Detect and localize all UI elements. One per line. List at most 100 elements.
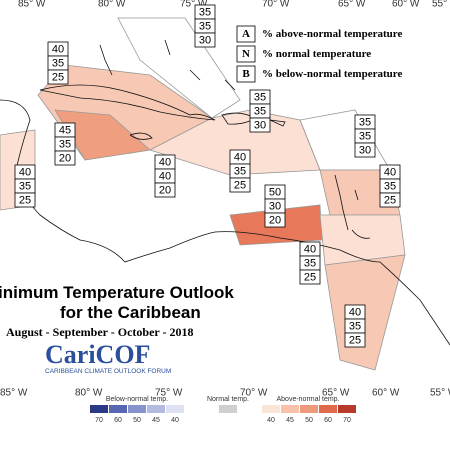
colorbar-label: 60 — [324, 417, 332, 424]
region-box-cell — [47, 69, 69, 85]
puerto-rico — [269, 119, 286, 127]
region-value: 25 — [234, 179, 246, 191]
longitude-labels-top: 85° W 80° W 75° W 70° W 65° W 60° W 55° W — [18, 0, 450, 10]
colorbar-cell — [300, 405, 318, 413]
colorbar-cell — [219, 405, 237, 413]
region-value: 20 — [59, 152, 71, 164]
region-value: 30 — [254, 119, 266, 131]
region-box-cell — [344, 332, 366, 348]
region-value: 40 — [234, 151, 246, 163]
season: August - September - October - 2018 — [6, 325, 194, 339]
logo: CariCOF — [45, 340, 150, 369]
legend-key: N — [242, 48, 250, 60]
region-value: 50 — [269, 186, 281, 198]
colorbar-cell — [147, 405, 165, 413]
colorbar-cell — [281, 405, 299, 413]
region-value: 35 — [199, 6, 211, 18]
region-value: 40 — [19, 166, 31, 178]
legend-text: % above-normal temperature — [262, 28, 402, 40]
region-box-cell — [264, 212, 286, 228]
region-value: 35 — [19, 180, 31, 192]
region-value: 40 — [159, 156, 171, 168]
longitude-label: 85° W — [18, 0, 46, 10]
jamaica — [129, 132, 153, 140]
colorbar-cell — [109, 405, 127, 413]
region-box-cell — [379, 192, 401, 208]
legend-text: % below-normal temperature — [262, 68, 402, 80]
longitude-label: 65° W — [322, 388, 350, 399]
legend-text: % normal temperature — [262, 48, 371, 60]
region-value: 30 — [359, 144, 371, 156]
region-value: 35 — [359, 130, 371, 142]
colorbar-label: 40 — [171, 417, 179, 424]
colorbar-cell — [166, 405, 184, 413]
region-value: 35 — [234, 165, 246, 177]
colorbar-cell — [128, 405, 146, 413]
region-value: 35 — [359, 116, 371, 128]
longitude-label: 60° W — [372, 388, 400, 399]
region-value: 40 — [159, 170, 171, 182]
longitude-label: 70° W — [262, 0, 290, 10]
region-box-cell — [249, 117, 271, 133]
colorbar-label: 70 — [343, 417, 351, 424]
longitude-label: 70° W — [240, 388, 268, 399]
region-value: 30 — [269, 200, 281, 212]
region-value: 30 — [199, 34, 211, 46]
legend-key-box — [236, 45, 256, 63]
region-value: 25 — [52, 71, 64, 83]
colorbar-label: 60 — [114, 417, 122, 424]
lesser-antilles — [334, 174, 371, 239]
legend: A % above-normal temperature N % normal tem… — [236, 25, 402, 83]
region-value: 35 — [254, 91, 266, 103]
longitude-label: 55° W — [432, 0, 450, 10]
longitude-label: 60° W — [392, 0, 420, 10]
subtitle: for the Caribbean — [60, 303, 201, 322]
colorbar-label: 45 — [286, 417, 294, 424]
colorbar-label: 50 — [305, 417, 313, 424]
region-value: 20 — [159, 184, 171, 196]
region-value: 45 — [59, 124, 71, 136]
region-box-cell — [154, 182, 176, 198]
legend-key: A — [242, 28, 250, 40]
legend-key: B — [242, 68, 250, 80]
longitude-label: 80° W — [75, 388, 103, 399]
colorbar-label: 40 — [267, 417, 275, 424]
longitude-label: 55° W — [430, 388, 450, 399]
legend-key-box — [236, 25, 256, 43]
region-box-cell — [299, 269, 321, 285]
region-box-cell — [354, 142, 376, 158]
region-value: 40 — [304, 243, 316, 255]
colorbar-label: 50 — [133, 417, 141, 424]
colorbar-title: Above-normal temp. — [276, 396, 339, 403]
legend-key-box — [236, 65, 256, 83]
longitude-label: 85° W — [0, 388, 28, 399]
region-value: 35 — [304, 257, 316, 269]
region-outline — [117, 17, 241, 119]
region-value: 20 — [269, 214, 281, 226]
region-box-cell — [194, 32, 216, 48]
colorbar-cell — [262, 405, 280, 413]
region-value: 35 — [199, 20, 211, 32]
logo-caption: CARIBBEAN CLIMATE OUTLOOK FORUM — [45, 368, 171, 375]
region-value: 35 — [349, 320, 361, 332]
region-value: 35 — [59, 138, 71, 150]
bahamas — [99, 39, 236, 91]
region-value: 25 — [304, 271, 316, 283]
title: inimum Temperature Outlook — [0, 283, 234, 302]
longitude-label: 65° W — [338, 0, 366, 10]
region-value: 25 — [349, 334, 361, 346]
region-box-cell — [14, 192, 36, 208]
region-box-cell — [54, 150, 76, 166]
colorbar-cell — [338, 405, 356, 413]
colorbar: Below-normal temp. Normal temp. Above-norm… — [90, 396, 356, 424]
longitude-label: 75° W — [155, 388, 183, 399]
longitude-labels-bottom: 85° W 80° W 75° W 70° W 65° W 60° W 55° W — [0, 388, 450, 399]
region-value: 25 — [384, 194, 396, 206]
region-value: 35 — [384, 180, 396, 192]
colorbar-title: Normal temp. — [207, 396, 249, 403]
longitude-label: 80° W — [98, 0, 126, 10]
colorbar-label: 70 — [95, 417, 103, 424]
colorbar-label: 45 — [152, 417, 160, 424]
region-value: 40 — [52, 43, 64, 55]
